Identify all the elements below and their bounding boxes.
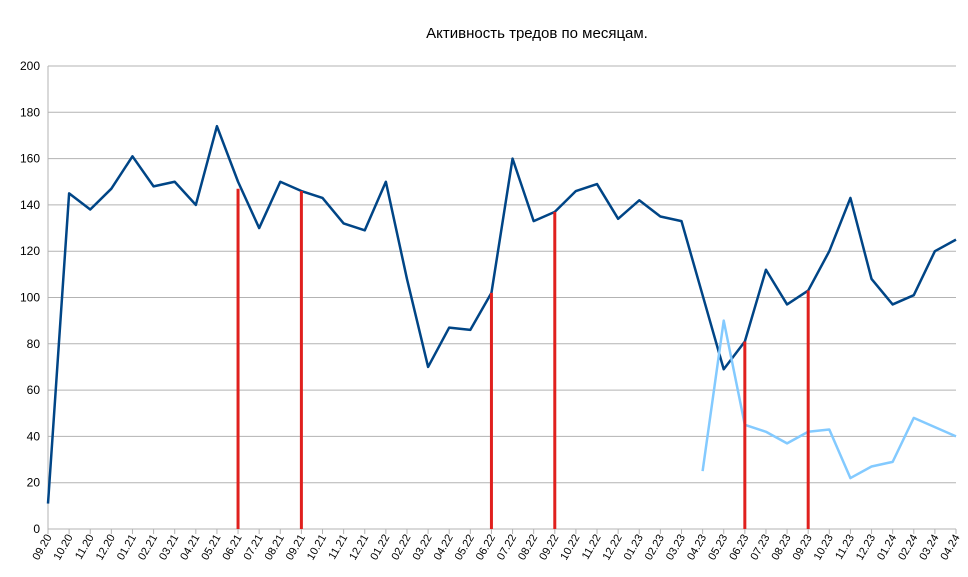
y-tick-label: 20 (27, 476, 41, 490)
x-tick-label: 04.23 (685, 533, 709, 563)
y-tick-label: 200 (20, 59, 40, 73)
y-tick-label: 80 (27, 337, 41, 351)
x-tick-label: 10.22 (558, 533, 582, 563)
x-tick-label: 12.20 (94, 533, 118, 563)
x-tick-label: 12.23 (854, 533, 878, 563)
x-tick-label: 08.21 (263, 533, 287, 563)
x-tick-label: 05.23 (706, 533, 730, 563)
x-tick-label: 09.20 (30, 533, 54, 563)
x-tick-label: 03.24 (917, 533, 941, 563)
x-tick-label: 02.24 (896, 533, 920, 563)
x-tick-label: 02.21 (136, 533, 160, 563)
chart-title: Активность тредов по месяцам. (426, 25, 648, 42)
x-tick-label: 12.21 (347, 533, 371, 563)
y-tick-label: 100 (20, 291, 40, 305)
x-tick-label: 07.22 (495, 533, 519, 563)
x-tick-label: 05.22 (453, 533, 477, 563)
x-tick-label: 08.22 (516, 533, 540, 563)
x-tick-label: 09.21 (284, 533, 308, 563)
x-tick-label: 07.23 (748, 533, 772, 563)
x-tick-label: 11.21 (326, 533, 350, 562)
x-tick-label: 02.22 (389, 533, 413, 563)
x-tick-label: 06.21 (220, 533, 244, 563)
x-tick-label: 08.23 (770, 533, 794, 563)
x-tick-label: 04.24 (938, 533, 962, 563)
y-tick-label: 180 (20, 105, 40, 119)
x-tick-label: 10.23 (812, 533, 836, 563)
x-tick-label: 10.21 (305, 533, 329, 563)
x-tick-label: 02.23 (643, 533, 667, 563)
x-tick-label: 03.21 (157, 533, 181, 563)
x-tick-label: 01.22 (368, 533, 392, 563)
x-tick-label: 11.23 (833, 533, 857, 562)
x-tick-label: 03.23 (664, 533, 688, 563)
y-tick-label: 140 (20, 198, 40, 212)
x-tick-label: 01.23 (622, 533, 646, 563)
x-tick-label: 01.21 (115, 533, 139, 563)
x-tick-label: 11.20 (73, 533, 97, 562)
x-tick-label: 09.23 (791, 533, 815, 563)
y-tick-label: 160 (20, 152, 40, 166)
x-tick-label: 10.20 (52, 533, 76, 563)
x-tick-label: 09.22 (537, 533, 561, 563)
x-tick-label: 03.22 (411, 533, 435, 563)
y-tick-label: 60 (27, 383, 41, 397)
y-tick-label: 40 (27, 429, 41, 443)
y-tick-label: 120 (20, 244, 40, 258)
x-tick-label: 01.24 (875, 533, 899, 563)
x-tick-label: 04.22 (432, 533, 456, 563)
x-tick-label: 06.23 (727, 533, 751, 563)
x-tick-label: 11.22 (580, 533, 604, 562)
series-line (46, 124, 957, 504)
x-tick-label: 07.21 (242, 533, 266, 563)
x-tick-label: 05.21 (199, 533, 223, 563)
x-tick-label: 04.21 (178, 533, 202, 563)
x-tick-label: 06.22 (474, 533, 498, 563)
y-tick-label: 0 (33, 522, 40, 536)
x-tick-label: 12.22 (601, 533, 625, 563)
